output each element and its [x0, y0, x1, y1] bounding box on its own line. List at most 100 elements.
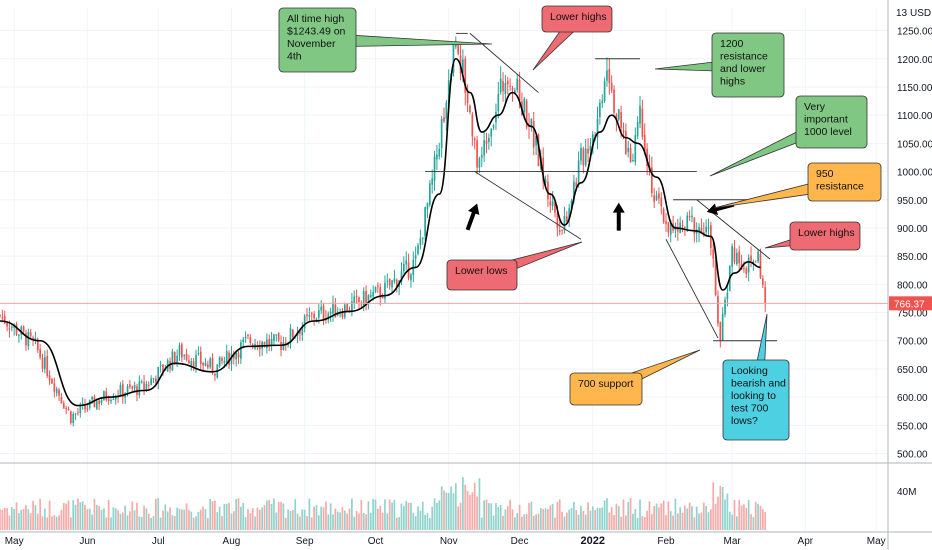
candle-body [223, 360, 226, 363]
volume-bar [717, 496, 719, 530]
volume-bar [535, 514, 537, 530]
volume-bar [544, 508, 547, 530]
volume-bar [419, 510, 422, 530]
volume-bar [133, 510, 136, 530]
volume-bar [565, 512, 568, 530]
volume-bar [185, 503, 188, 530]
candle-body [353, 296, 356, 304]
candle-body [289, 328, 292, 343]
callout-box [569, 372, 643, 406]
candle-body [575, 182, 578, 187]
candle-body [84, 405, 86, 410]
volume-bar [580, 505, 582, 530]
volume-bar [726, 493, 729, 530]
candle-body [351, 301, 353, 313]
volume-bar [100, 509, 103, 530]
volume-tick-label: 40M [897, 487, 916, 498]
volume-bar [596, 507, 599, 530]
x-tick-label: May [867, 536, 886, 547]
candle-body [242, 339, 245, 342]
volume-bar [381, 512, 384, 530]
volume-bar [672, 515, 674, 530]
volume-bar [660, 503, 663, 530]
volume-bar [173, 515, 176, 530]
volume-bar [414, 516, 417, 530]
volume-bar [67, 500, 70, 530]
candle-body [145, 384, 148, 391]
y-tick-label: 500.00 [897, 450, 928, 461]
candle-body [580, 147, 582, 161]
volume-bar [695, 506, 698, 530]
volume-bar [684, 505, 686, 530]
volume-bar [551, 504, 554, 530]
callout-box [711, 32, 785, 98]
callout-text: lows? [731, 415, 758, 427]
volume-bar [410, 502, 412, 530]
candle-body [218, 356, 221, 367]
volume-bar [93, 498, 96, 530]
volume-bar [426, 513, 429, 530]
volume-bar [719, 486, 722, 530]
candle-body [270, 338, 273, 346]
candle-body [547, 181, 549, 200]
candle-body [721, 313, 724, 341]
candle-body [400, 271, 403, 282]
volume-bar [514, 517, 516, 530]
y-tick-label: 1100.00 [897, 111, 932, 122]
volume-bar [530, 501, 533, 530]
candle-body [268, 338, 271, 346]
y-tick-label: 800.00 [897, 280, 928, 291]
candle-body [124, 393, 127, 398]
candle-body [121, 384, 124, 398]
volume-bar [18, 513, 20, 530]
candle-body [183, 354, 186, 357]
volume-bar [77, 498, 79, 530]
candle-body [341, 312, 344, 318]
candle-body [587, 148, 589, 154]
volume-bar [575, 510, 578, 530]
callout-text: Lower lows [455, 265, 508, 277]
x-tick-label: Jul [152, 536, 165, 547]
candle-body [495, 111, 497, 123]
volume-bar [266, 500, 268, 530]
volume-bar [6, 508, 8, 530]
candle-body [745, 268, 748, 275]
candle-body [549, 201, 552, 206]
volume-bar [176, 507, 178, 530]
candle-body [221, 358, 223, 362]
candle-body [235, 352, 238, 360]
candle-body [369, 294, 372, 298]
volume-bar [88, 508, 91, 530]
top-scale-label: 13 [896, 8, 908, 19]
candle-body [714, 260, 717, 295]
volume-bar [183, 509, 186, 530]
callout-text: highs [720, 76, 745, 88]
volume-bar [105, 517, 108, 530]
volume-bar [249, 513, 252, 530]
candle-body [70, 411, 72, 423]
candle-body [100, 400, 103, 403]
candle-body [514, 90, 516, 94]
candle-body [105, 391, 108, 400]
candle-body [114, 396, 117, 400]
volume-bar [613, 515, 615, 530]
volume-bar [8, 515, 11, 530]
volume-bar [478, 478, 481, 530]
candle-body [199, 351, 202, 365]
candle-body [403, 264, 405, 272]
candle-body [558, 230, 561, 232]
candle-body [641, 108, 644, 137]
volume-bar [336, 511, 339, 530]
y-tick-label: 1050.00 [897, 139, 932, 150]
volume-bar [103, 508, 105, 530]
volume-bar [395, 517, 398, 530]
volume-bar [440, 486, 443, 530]
candle-body [237, 353, 240, 358]
volume-bar [74, 504, 77, 530]
candle-body [440, 118, 443, 149]
candle-body [438, 148, 441, 157]
volume-bar [568, 509, 571, 530]
arrow-left-feb [706, 202, 735, 216]
candle-body [358, 297, 360, 302]
